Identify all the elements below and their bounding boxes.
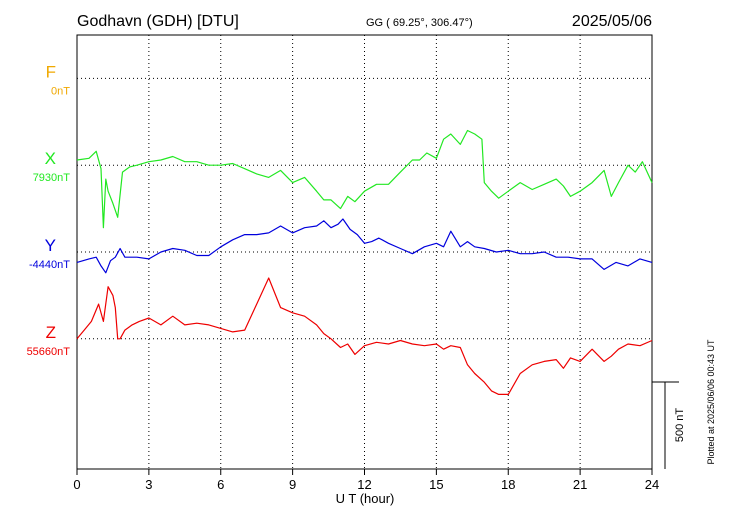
x-axis-ticks: 0 3 6 9 12 15 18 21 24 <box>73 469 659 492</box>
series-labels: F 0nT X 7930nT Y -4440nT Z 55660nT <box>27 62 71 357</box>
series-line-x <box>76 129 653 229</box>
x-tick-label-3: 3 <box>145 477 152 492</box>
date-label: 2025/05/06 <box>572 13 652 30</box>
series-line-y <box>76 218 653 274</box>
series-line-z <box>76 277 653 395</box>
x-tick-label-9: 9 <box>289 477 296 492</box>
series-name-x: X <box>45 149 56 168</box>
series-traces <box>76 129 653 395</box>
station-coordinates: GG ( 69.25°, 306.47°) <box>366 17 473 29</box>
x-tick-label-21: 21 <box>573 477 587 492</box>
x-tick-label-15: 15 <box>429 477 443 492</box>
station-title: Godhavn (GDH) [DTU] <box>77 13 239 30</box>
x-axis-label: U T (hour) <box>336 491 395 506</box>
series-name-y: Y <box>45 236 56 255</box>
x-tick-label-18: 18 <box>501 477 515 492</box>
series-baseline-y: -4440nT <box>29 259 70 271</box>
series-baseline-x: 7930nT <box>33 172 71 184</box>
series-baseline-z: 55660nT <box>27 346 71 358</box>
series-name-z: Z <box>46 323 56 342</box>
gridlines <box>77 35 652 469</box>
x-tick-label-0: 0 <box>73 477 80 492</box>
x-tick-label-24: 24 <box>645 477 659 492</box>
scale-bar-label: 500 nT <box>674 408 686 443</box>
plotted-timestamp: Plotted at 2025/06/06 00:43 UT <box>706 339 716 465</box>
series-name-f: F <box>46 62 56 81</box>
series-baseline-f: 0nT <box>51 85 70 97</box>
x-tick-label-6: 6 <box>217 477 224 492</box>
x-tick-label-12: 12 <box>357 477 371 492</box>
